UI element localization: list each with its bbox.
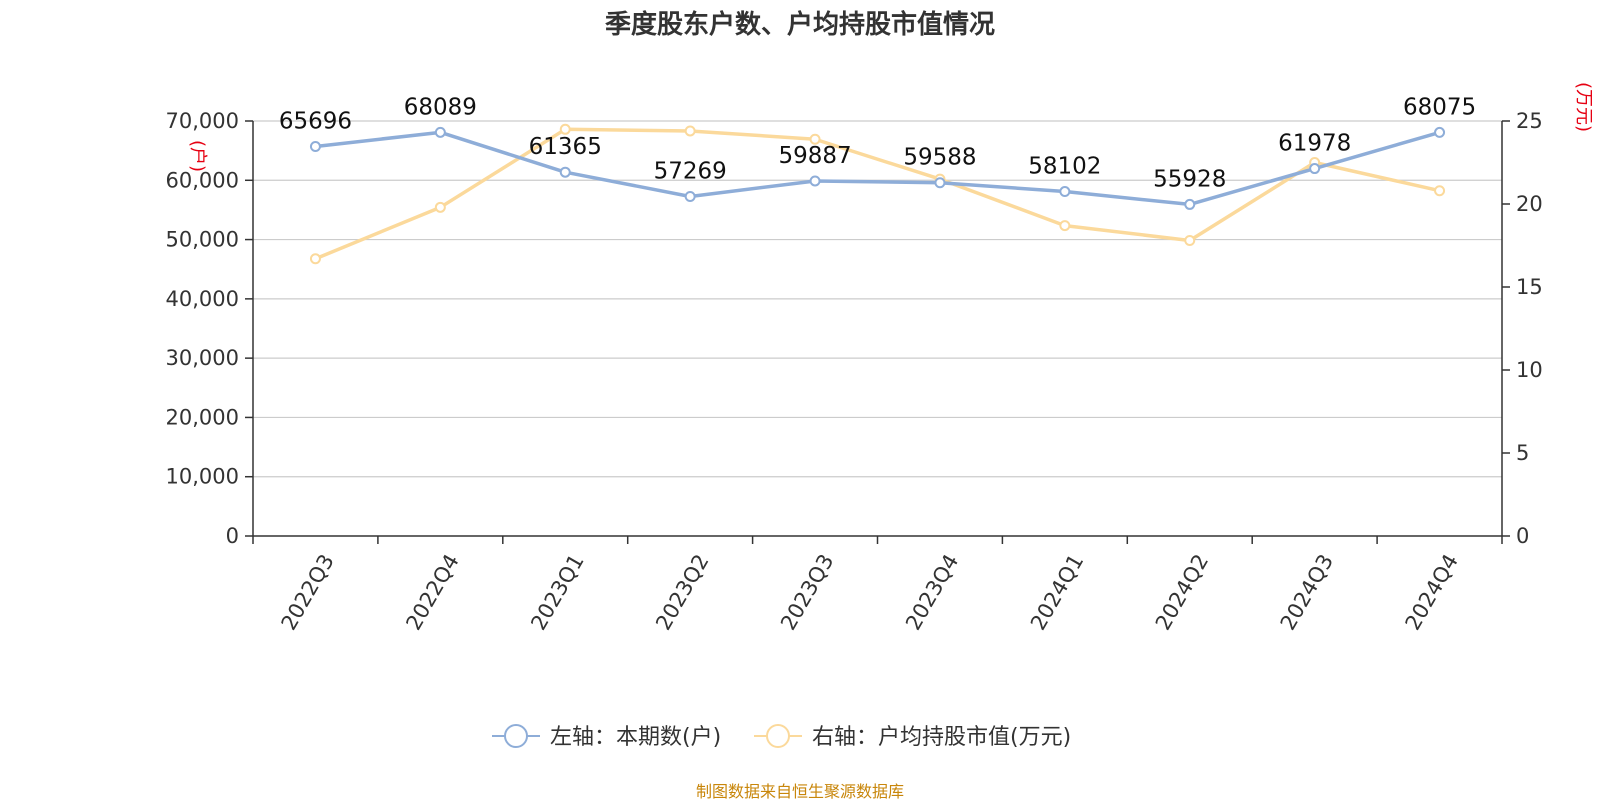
grid-lines <box>253 120 1502 478</box>
y-left-tick-label: 70,000 <box>166 109 239 133</box>
data-label: 68075 <box>1403 94 1476 120</box>
data-label: 59887 <box>778 143 851 169</box>
x-tick-label: 2023Q3 <box>776 550 838 634</box>
y-right-tick-label: 25 <box>1516 109 1543 133</box>
series-point-left <box>809 175 821 187</box>
y-left-tick-label: 10,000 <box>166 465 239 489</box>
y-right-tick-label: 0 <box>1516 524 1529 548</box>
legend-marker-circle <box>766 724 790 748</box>
y-left-tick-label: 0 <box>226 524 239 548</box>
series-point-right <box>684 125 696 137</box>
series-point-left <box>559 166 571 178</box>
y-left-unit-label: (户) <box>187 140 208 172</box>
series-point-right <box>1184 235 1196 247</box>
series-lines <box>309 123 1446 265</box>
y-right-tick-label: 20 <box>1516 192 1543 216</box>
y-left-tick-label: 30,000 <box>166 346 239 370</box>
data-label: 65696 <box>279 109 352 135</box>
legend-label: 右轴：户均持股市值(万元) <box>812 725 1071 750</box>
legend-marker-circle <box>504 724 528 748</box>
series-point-right <box>309 253 321 265</box>
series-point-left <box>684 190 696 202</box>
x-tick-label: 2024Q1 <box>1026 550 1088 634</box>
legend-label: 左轴：本期数(户) <box>550 725 721 750</box>
y-right-tick-label: 5 <box>1516 441 1529 465</box>
series-point-left <box>1184 198 1196 210</box>
series-point-left <box>1309 163 1321 175</box>
data-label: 59588 <box>903 145 976 171</box>
series-point-left <box>434 126 446 138</box>
series-point-right <box>559 123 571 135</box>
series-point-right <box>434 201 446 213</box>
series-point-left <box>1059 186 1071 198</box>
legend: 左轴：本期数(户) 右轴：户均持股市值(万元) <box>492 724 1071 750</box>
series-point-left <box>309 141 321 153</box>
y-left-tick-label: 60,000 <box>166 168 239 192</box>
data-label: 61365 <box>529 134 602 160</box>
series-point-left <box>1434 126 1446 138</box>
data-label: 61978 <box>1278 131 1351 157</box>
x-tick-label: 2024Q2 <box>1151 550 1213 634</box>
data-labels: 65696 68089 61365 57269 59887 59588 58102 55928… <box>279 94 1476 192</box>
x-tick-label: 2022Q3 <box>276 550 338 634</box>
x-tick-label: 2024Q3 <box>1276 550 1338 634</box>
y-right-tick-label: 10 <box>1516 358 1543 382</box>
y-left-tick-label: 40,000 <box>166 287 239 311</box>
x-tick-label: 2023Q4 <box>901 550 963 634</box>
data-label: 68089 <box>404 94 477 120</box>
x-tick-label: 2023Q1 <box>526 550 588 634</box>
series-line-left <box>313 130 1442 207</box>
series-line-right <box>313 127 1442 261</box>
y-left-tick-label: 20,000 <box>166 405 239 429</box>
x-tick-label: 2022Q4 <box>401 550 463 634</box>
x-tick-label: 2024Q4 <box>1401 550 1463 634</box>
chart-title: 季度股东户数、户均持股市值情况 <box>604 10 995 40</box>
series-point-right <box>809 133 821 145</box>
series-point-left <box>934 177 946 189</box>
data-label: 57269 <box>654 158 727 184</box>
data-label: 58102 <box>1028 154 1101 180</box>
series-point-right <box>1059 220 1071 232</box>
series-point-right <box>1434 185 1446 197</box>
x-tick-label: 2023Q2 <box>651 550 713 634</box>
y-right-unit-label: (万元) <box>1573 82 1594 132</box>
y-left-tick-label: 50,000 <box>166 228 239 252</box>
y-right-tick-label: 15 <box>1516 275 1543 299</box>
data-label: 55928 <box>1153 166 1226 192</box>
source-footer: 制图数据来自恒生聚源数据库 <box>695 782 904 801</box>
